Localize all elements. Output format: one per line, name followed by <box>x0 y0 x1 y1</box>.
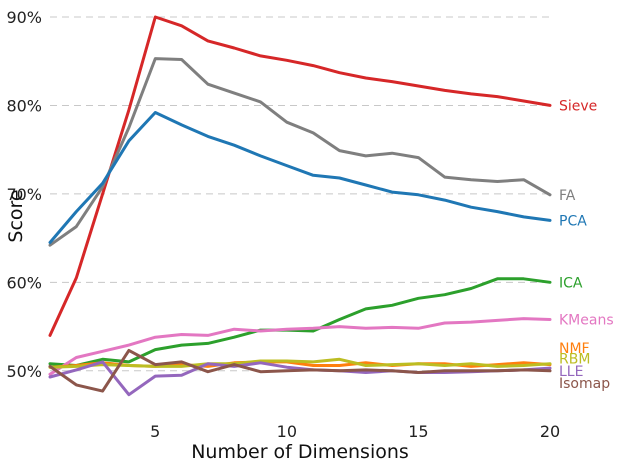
series-line-kmeans <box>48 317 552 376</box>
series-lines <box>48 15 552 397</box>
x-axis-label: Number of Dimensions <box>191 441 409 463</box>
series-line-fa <box>48 57 552 247</box>
x-tick-label: 20 <box>540 422 560 441</box>
x-tick-label: 10 <box>277 422 297 441</box>
x-tick-label: 15 <box>408 422 428 441</box>
y-tick-label: 70% <box>6 185 42 204</box>
series-line-sieve <box>48 15 552 337</box>
series-line-ica <box>48 277 552 367</box>
series-label-rbm: RBM <box>559 351 590 367</box>
series-label-kmeans: KMeans <box>559 312 614 328</box>
y-tick-label: 80% <box>6 96 42 115</box>
series-line-isomap <box>48 348 552 393</box>
y-axis-label: Score <box>5 189 27 242</box>
x-tick-label: 5 <box>150 422 160 441</box>
y-tick-label: 50% <box>6 362 42 381</box>
y-tick-label: 60% <box>6 273 42 292</box>
series-label-lle: LLE <box>559 364 583 380</box>
series-line-rbm <box>48 357 552 369</box>
series-line-pca <box>48 111 552 244</box>
series-label-isomap: Isomap <box>559 376 610 392</box>
axis-ticks: 50% 60% 70% 80% 90% 5 10 15 20 <box>6 8 560 441</box>
series-label-nmf: NMF <box>559 341 590 357</box>
series-label-fa: FA <box>559 188 576 204</box>
y-tick-label: 90% <box>6 8 42 27</box>
series-label-sieve: Sieve <box>559 98 597 114</box>
series-label-pca: PCA <box>559 213 587 229</box>
grid-lines <box>50 16 550 372</box>
series-label-ica: ICA <box>559 275 583 291</box>
